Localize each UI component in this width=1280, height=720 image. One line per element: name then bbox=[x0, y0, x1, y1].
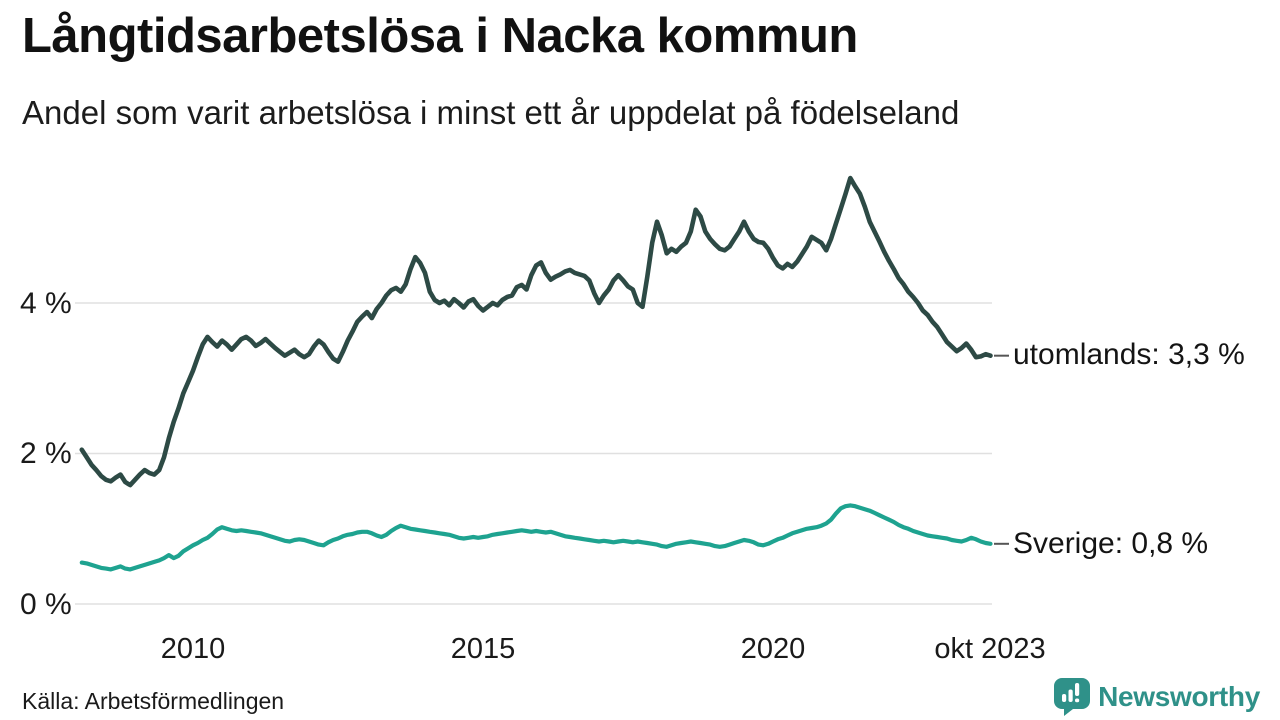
newsworthy-logo-text: Newsworthy bbox=[1098, 681, 1260, 712]
y-axis-tick-2: 2 % bbox=[20, 437, 72, 470]
page-subtitle: Andel som varit arbetslösa i minst ett å… bbox=[22, 94, 960, 131]
x-axis-tick-okt-2023: okt 2023 bbox=[934, 633, 1046, 665]
series-line-sverige bbox=[79, 503, 993, 572]
x-axis-tick-2020: 2020 bbox=[740, 633, 806, 665]
series-end-label-sverige: Sverige: 0,8 % bbox=[1013, 527, 1209, 560]
page-title: Långtidsarbetslösa i Nacka kommun bbox=[22, 9, 858, 63]
x-axis-tick-2010: 2010 bbox=[160, 633, 226, 665]
newsworthy-logo-icon bbox=[1054, 678, 1091, 716]
series-end-label-utomlands: utomlands: 3,3 % bbox=[1013, 338, 1245, 371]
y-axis-tick-4: 4 % bbox=[20, 287, 72, 320]
source-attribution: Källa: Arbetsförmedlingen bbox=[22, 688, 285, 714]
newsworthy-logo: Newsworthy bbox=[1054, 678, 1260, 716]
series-line-utomlands bbox=[79, 175, 993, 488]
x-axis-tick-2015: 2015 bbox=[450, 633, 516, 665]
y-axis-tick-0: 0 % bbox=[20, 588, 72, 621]
